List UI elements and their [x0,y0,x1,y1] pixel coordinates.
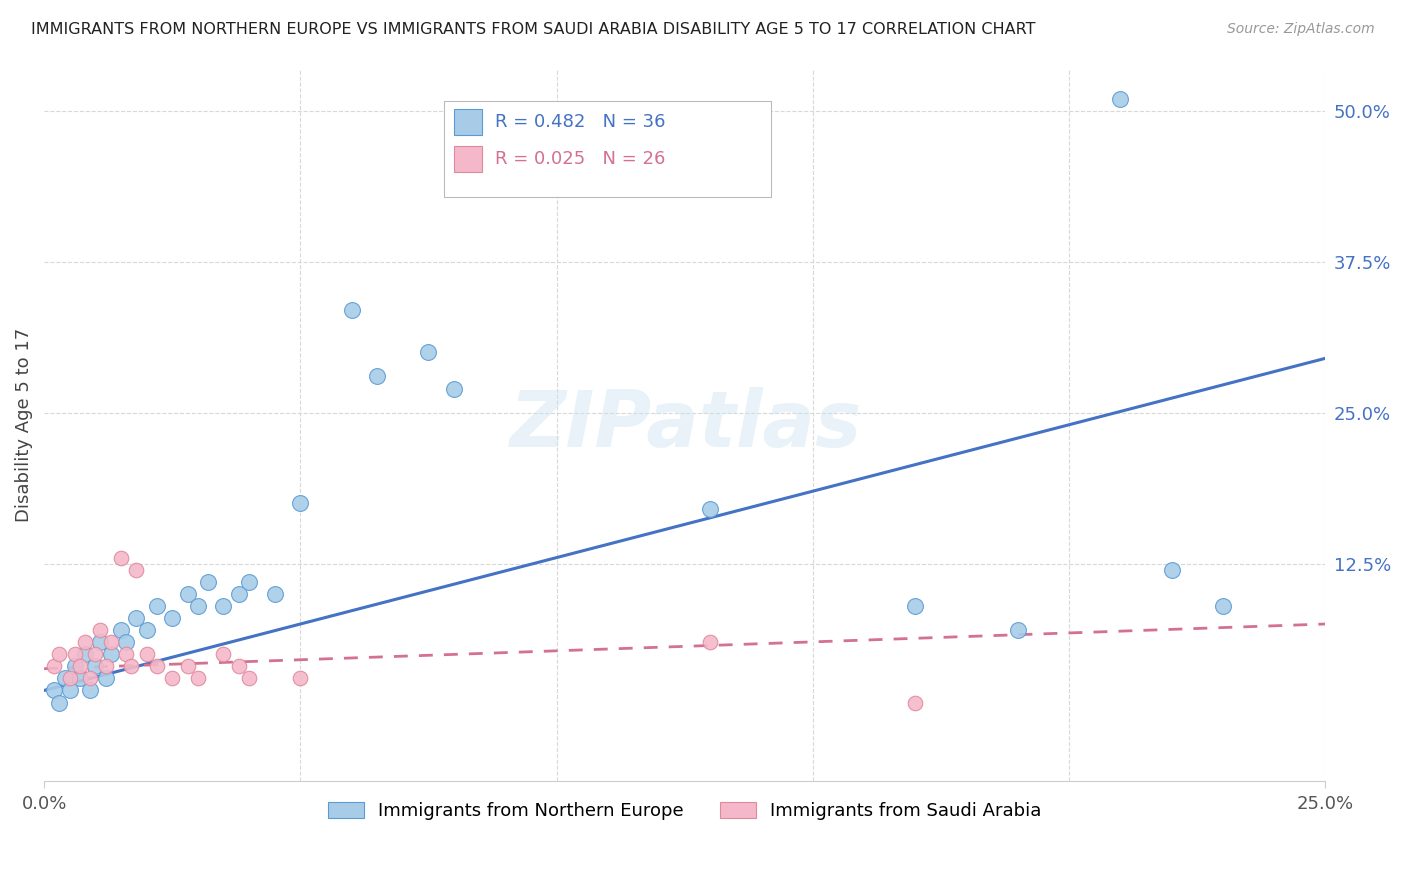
Point [1212,599,1234,613]
Point [79,671,101,685]
Point [290,671,312,685]
Point [699,502,721,516]
Point [146,659,169,673]
Point [187,599,209,613]
Point [125,563,148,577]
Bar [454,109,482,135]
Bar [454,146,482,172]
Point [44,683,66,698]
Point [238,574,260,589]
Text: Source: ZipAtlas.com: Source: ZipAtlas.com [1227,22,1375,37]
Text: IMMIGRANTS FROM NORTHERN EUROPE VS IMMIGRANTS FROM SAUDI ARABIA DISABILITY AGE 5: IMMIGRANTS FROM NORTHERN EUROPE VS IMMIG… [31,22,1035,37]
Point [212,599,235,613]
Point [115,647,138,661]
Point [44,659,66,673]
Point [110,550,132,565]
Point [1007,623,1029,637]
Point [94,671,117,685]
Point [75,635,97,649]
Point [110,623,132,637]
Point [212,647,235,661]
Point [63,659,86,673]
Point [89,623,111,637]
Point [89,635,111,649]
Point [48,647,70,661]
Y-axis label: Disability Age 5 to 17: Disability Age 5 to 17 [15,327,32,522]
Point [197,574,219,589]
Point [120,659,142,673]
Point [340,303,363,318]
Point [69,659,91,673]
Point [84,647,107,661]
Point [94,659,117,673]
Point [176,659,198,673]
Point [228,659,250,673]
Point [125,611,148,625]
Point [228,587,250,601]
Point [290,496,312,510]
Point [160,611,183,625]
Point [263,587,285,601]
Text: ZIPatlas: ZIPatlas [509,387,860,463]
Point [59,683,82,698]
Point [160,671,183,685]
Point [135,623,157,637]
Point [699,635,721,649]
Point [1160,563,1182,577]
Point [176,587,198,601]
Point [100,635,122,649]
Text: R = 0.482   N = 36: R = 0.482 N = 36 [495,113,665,131]
Point [904,599,927,613]
Text: R = 0.025   N = 26: R = 0.025 N = 26 [495,150,665,168]
Point [75,647,97,661]
FancyBboxPatch shape [444,101,770,197]
Point [100,647,122,661]
Point [59,671,82,685]
Point [187,671,209,685]
Point [238,671,260,685]
Point [135,647,157,661]
Point [79,683,101,698]
Point [53,671,76,685]
Point [63,647,86,661]
Point [146,599,169,613]
Point [418,345,440,359]
Point [84,659,107,673]
Point [904,696,927,710]
Point [443,382,465,396]
Point [366,369,388,384]
Point [69,671,91,685]
Point [48,696,70,710]
Legend: Immigrants from Northern Europe, Immigrants from Saudi Arabia: Immigrants from Northern Europe, Immigra… [322,797,1047,825]
Point [115,635,138,649]
Point [1109,92,1132,106]
